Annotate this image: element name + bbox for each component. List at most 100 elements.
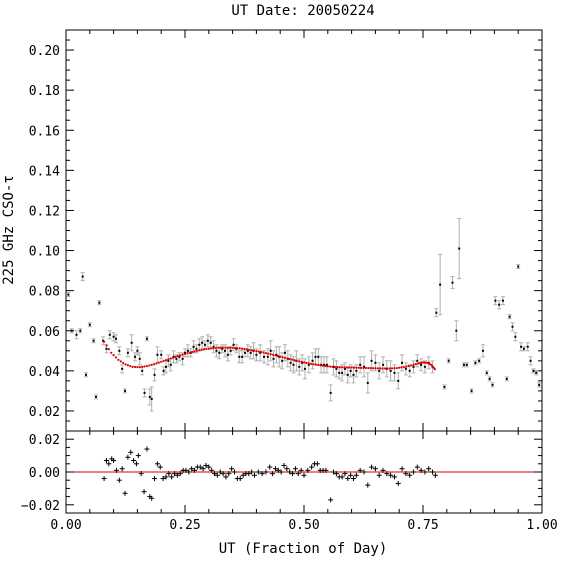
fit-point	[143, 365, 146, 368]
residual-point	[305, 467, 311, 473]
data-point	[112, 335, 115, 338]
data-point	[148, 395, 151, 398]
data-point	[311, 359, 314, 362]
fit-point	[255, 349, 258, 353]
y-tick-label: 0.02	[29, 433, 60, 448]
fit-point	[412, 363, 415, 366]
fit-point	[345, 366, 348, 369]
fit-point	[360, 366, 363, 369]
data-point	[92, 339, 95, 342]
data-point	[370, 359, 373, 362]
data-point	[108, 333, 111, 336]
y-tick-label: 0.08	[29, 285, 60, 300]
main-y-ticks: 0.02 0.04 0.06 0.08 0.10 0.12 0.14 0.16 0.18 0.20	[29, 29, 542, 432]
data-point	[255, 353, 258, 356]
data-point	[81, 275, 84, 278]
fit-point	[286, 357, 289, 360]
residual-point	[295, 471, 301, 477]
residual-point	[339, 474, 345, 480]
data-point	[169, 363, 172, 366]
fit-point	[288, 357, 291, 361]
fit-point	[131, 365, 134, 368]
data-point	[317, 355, 320, 358]
data-point	[522, 347, 525, 350]
fit-point	[395, 366, 398, 370]
fit-point	[188, 351, 191, 354]
data-point	[535, 371, 538, 374]
fit-point	[252, 349, 256, 352]
fit-point	[305, 361, 308, 364]
residual-point	[399, 466, 405, 472]
data-point	[143, 391, 146, 394]
data-point	[451, 281, 454, 284]
data-point	[121, 367, 124, 370]
fit-point	[124, 363, 127, 366]
fit-point	[433, 368, 436, 371]
y-tick-label: 0.02	[29, 405, 60, 420]
fit-point	[162, 359, 165, 363]
data-point	[178, 355, 181, 358]
data-point	[184, 351, 186, 354]
residual-point	[209, 467, 215, 473]
fit-point	[269, 353, 272, 356]
residual-point	[232, 469, 238, 475]
residual-point	[111, 458, 117, 464]
data-point	[118, 349, 121, 352]
residual-point	[116, 477, 122, 483]
residual-point	[177, 471, 183, 477]
fit-point	[388, 367, 391, 370]
fit-point	[110, 351, 113, 354]
fit-point	[386, 367, 389, 370]
residual-data-points	[101, 446, 438, 503]
data-point	[289, 361, 292, 364]
main-x-ticks	[65, 30, 543, 431]
data-point	[238, 355, 241, 358]
fit-point	[243, 347, 246, 351]
data-point	[404, 367, 407, 370]
fit-point	[331, 365, 334, 368]
residual-point	[407, 472, 413, 478]
fit-point	[126, 364, 129, 367]
data-point	[67, 293, 70, 296]
fit-point	[321, 364, 325, 367]
fit-point	[274, 354, 277, 357]
fit-point	[410, 364, 413, 367]
data-point	[329, 391, 332, 394]
data-point	[505, 377, 508, 380]
residual-point	[275, 467, 281, 473]
y-tick-label: 0.04	[29, 365, 60, 380]
data-point	[341, 371, 344, 374]
residual-point	[314, 461, 320, 467]
data-point	[130, 341, 133, 344]
data-point	[181, 357, 184, 360]
residual-point	[388, 472, 394, 478]
residual-point	[106, 461, 112, 467]
fit-point	[369, 367, 372, 370]
fit-point	[241, 347, 244, 350]
data-point	[186, 349, 189, 352]
fit-point	[381, 367, 384, 370]
fit-point	[393, 367, 396, 370]
fit-point	[302, 361, 306, 364]
data-point	[229, 349, 232, 352]
fit-point	[248, 348, 251, 351]
data-point	[439, 283, 442, 286]
fit-point	[183, 352, 187, 356]
fit-point	[317, 363, 320, 367]
residual-point	[203, 462, 209, 468]
fit-point	[129, 364, 132, 368]
data-point	[223, 349, 226, 352]
data-point	[275, 353, 278, 356]
data-point	[520, 345, 523, 348]
fit-point	[326, 365, 329, 368]
residual-point	[301, 472, 307, 478]
data-point	[362, 365, 365, 368]
data-point	[298, 365, 301, 368]
residual-point	[154, 461, 160, 467]
residual-point	[192, 467, 198, 473]
residual-point	[223, 474, 229, 480]
data-point	[481, 349, 484, 352]
data-point	[206, 339, 209, 342]
data-point	[501, 299, 504, 302]
residual-point	[249, 469, 255, 475]
